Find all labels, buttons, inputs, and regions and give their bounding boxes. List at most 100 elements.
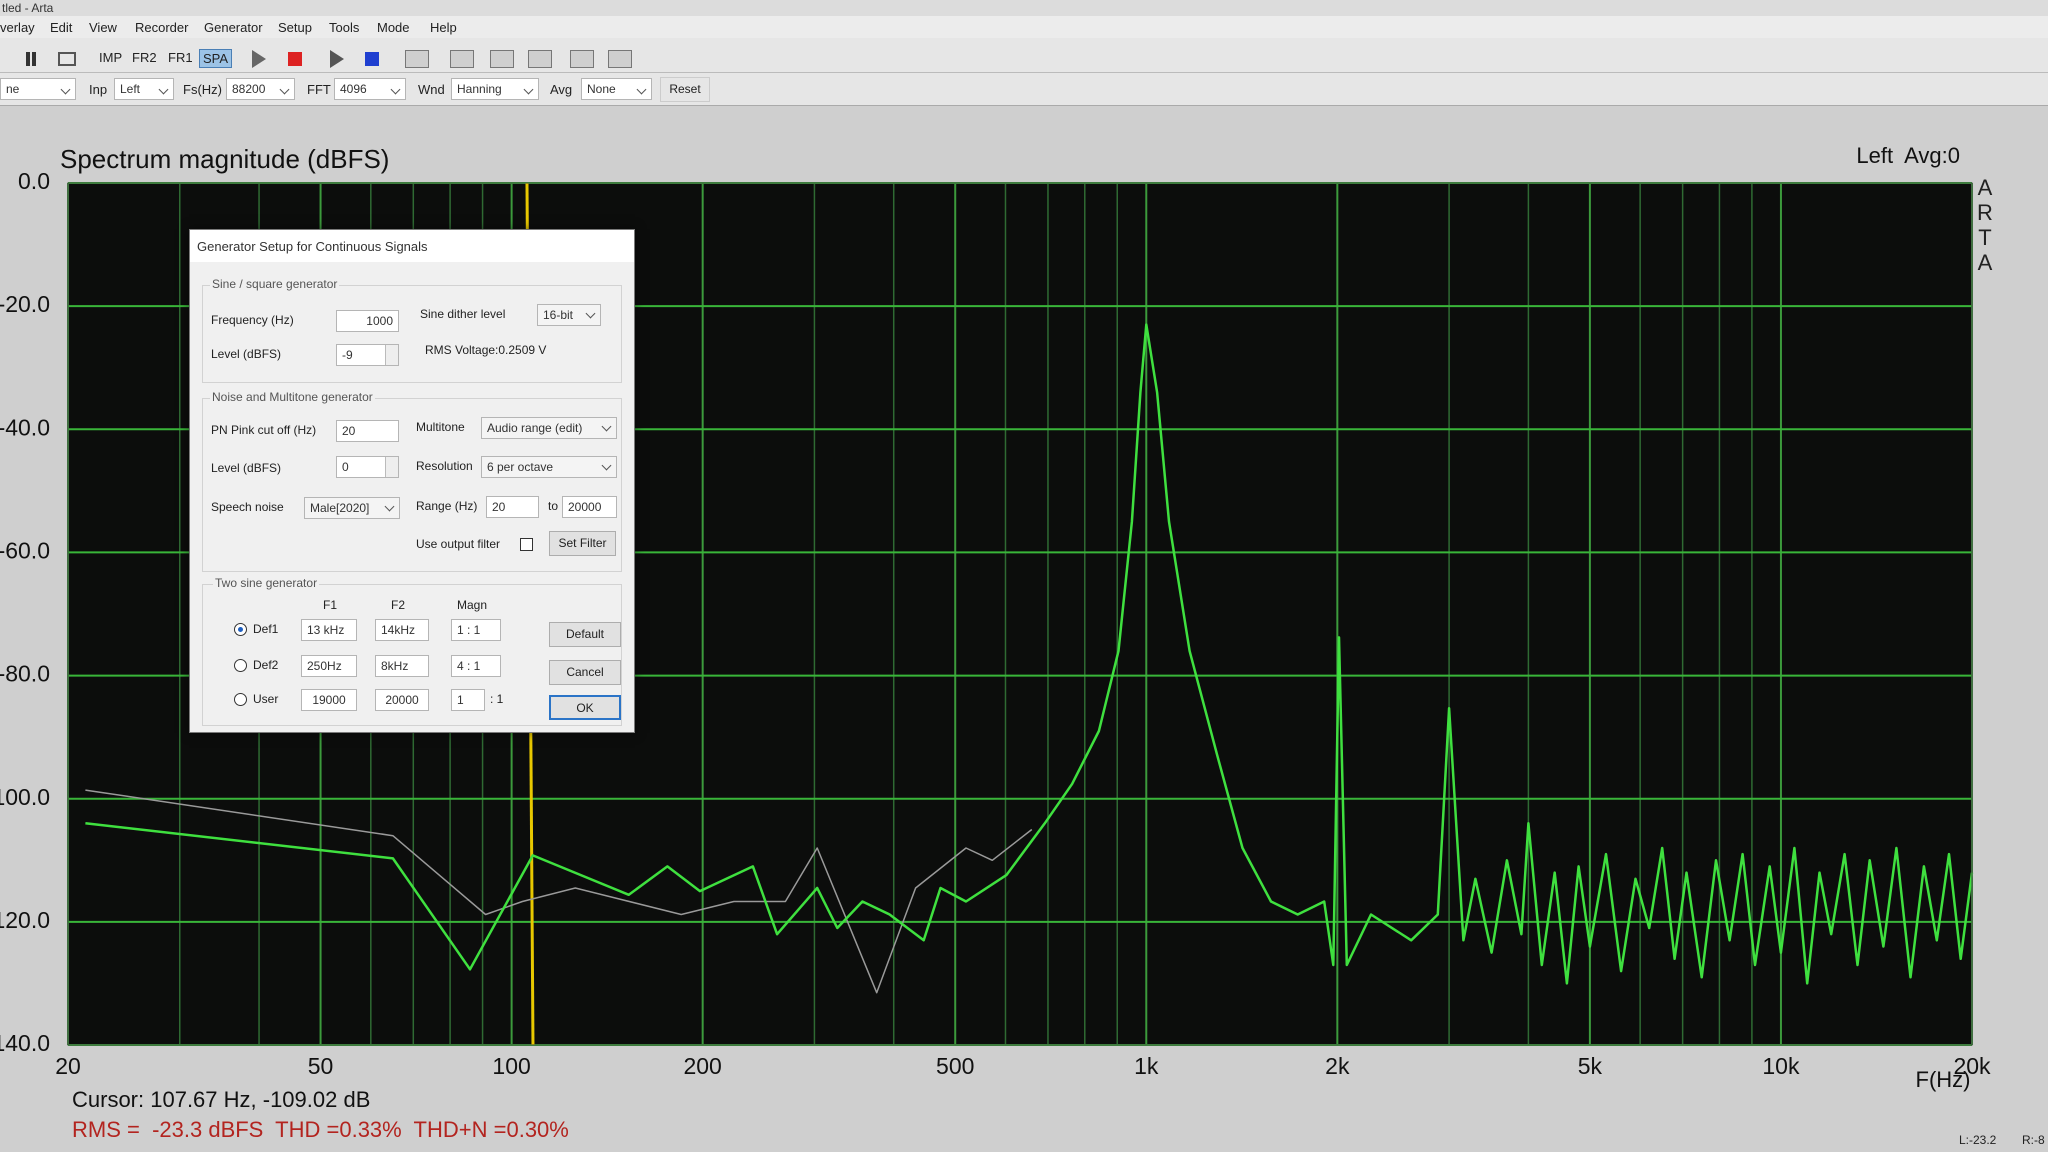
x-tick-label: 5k (1578, 1053, 1603, 1079)
toolbar-icon[interactable] (365, 52, 379, 66)
toolbar-icon[interactable] (608, 50, 632, 68)
combo-box[interactable]: Audio range (edit) (481, 417, 617, 439)
dialog-label: PN Pink cut off (Hz) (211, 423, 317, 437)
text-field[interactable]: 1 : 1 (451, 619, 501, 641)
toolbar-icon[interactable] (570, 50, 594, 68)
radio-button[interactable] (234, 693, 247, 706)
plot-frame (67, 182, 1973, 1046)
control-label: Inp (89, 82, 108, 97)
menu-item[interactable]: Recorder (135, 20, 189, 35)
control-label: Fs(Hz) (183, 82, 222, 97)
toolbar-button[interactable]: FR1 (168, 50, 193, 65)
cursor-readout: Cursor: 107.67 Hz, -109.02 dB (72, 1087, 370, 1112)
control-label: Avg (550, 82, 573, 97)
toolbar-icon[interactable] (288, 52, 302, 66)
y-tick-label: -120.0 (0, 907, 50, 933)
toolbar-button[interactable]: FR2 (132, 50, 157, 65)
watermark-letter: A (1978, 250, 1993, 275)
dialog-label: Resolution (416, 459, 473, 473)
text-field[interactable]: 13 kHz (301, 619, 357, 641)
y-tick-label: -60.0 (0, 538, 50, 564)
dialog-label: Use output filter (416, 537, 501, 551)
dialog-label: Level (dBFS) (211, 461, 282, 475)
x-tick-label: 500 (936, 1053, 974, 1079)
toolbar-icon[interactable] (490, 50, 514, 68)
menu-item[interactable]: Tools (329, 20, 360, 35)
dialog-label: Speech noise (211, 500, 284, 514)
control-label: FFT (307, 82, 331, 97)
x-tick-label: 10k (1762, 1053, 1800, 1079)
dialog-label: User (253, 692, 279, 706)
x-tick-label: 1k (1134, 1053, 1159, 1079)
reset-button[interactable]: Reset (660, 77, 710, 102)
text-field[interactable]: 14kHz (375, 619, 429, 641)
text-field[interactable]: 19000 (301, 689, 357, 711)
dialog-button[interactable]: OK (549, 695, 621, 720)
close-button[interactable] (604, 236, 622, 254)
combo-box[interactable]: 6 per octave (481, 456, 617, 478)
text-field[interactable]: 8kHz (375, 655, 429, 677)
dialog-label: Def1 (253, 622, 279, 636)
watermark-letter: A (1978, 175, 1993, 200)
spin-field[interactable]: -9 (336, 344, 399, 366)
toolbar-icon[interactable] (330, 50, 344, 68)
menu-item[interactable]: Generator (204, 20, 263, 35)
text-field[interactable]: 20000 (562, 496, 617, 518)
dialog-button[interactable]: Set Filter (549, 531, 616, 556)
dialog-button[interactable]: Cancel (549, 660, 621, 685)
column-header: Magn (456, 598, 488, 612)
toolbar-button[interactable]: IMP (99, 50, 123, 65)
combo-box[interactable]: Hanning (451, 78, 539, 100)
combo-box[interactable]: 16-bit (537, 304, 601, 326)
x-tick-label: 50 (308, 1053, 334, 1079)
toolbar-icon[interactable] (450, 50, 474, 68)
spin-buttons[interactable] (385, 457, 398, 477)
spectrum-line (85, 323, 1974, 985)
text-field[interactable]: 20000 (375, 689, 429, 711)
combo-box[interactable]: 88200 (226, 78, 295, 100)
y-tick-label: -20.0 (0, 291, 50, 317)
toolbar-icon[interactable] (58, 52, 76, 66)
text-field[interactable]: 4 : 1 (451, 655, 501, 677)
dialog-button[interactable]: Default (549, 622, 621, 647)
menu-item[interactable]: Setup (278, 20, 312, 35)
combo-box[interactable]: None (581, 78, 652, 100)
toolbar-icon[interactable] (26, 52, 36, 66)
dialog-label: Level (dBFS) (211, 347, 282, 361)
menu-item[interactable]: Help (430, 20, 457, 35)
combo-box[interactable]: Left (114, 78, 174, 100)
spin-buttons[interactable] (385, 345, 398, 365)
y-tick-label: -100.0 (0, 784, 50, 810)
left-level: L:-23.2 (1959, 1133, 1997, 1147)
spin-field[interactable]: 0 (336, 456, 399, 478)
menu-item[interactable]: View (89, 20, 117, 35)
group-frame (202, 285, 622, 383)
toolbar-icon[interactable] (528, 50, 552, 68)
toolbar-icon[interactable] (405, 50, 429, 68)
toolbar-icon[interactable] (252, 50, 266, 68)
x-tick-label: 20 (55, 1053, 81, 1079)
text-field[interactable]: 250Hz (301, 655, 357, 677)
menu-item[interactable]: verlay (0, 20, 35, 35)
toolbar-button[interactable]: SPA (199, 49, 233, 68)
combo-box[interactable]: 4096 (334, 78, 406, 100)
channel-info: Left Avg:0 (1856, 143, 1960, 168)
control-label: Wnd (418, 82, 445, 97)
column-header: F1 (322, 598, 337, 612)
text-field[interactable]: 20 (336, 420, 399, 442)
toolbar (0, 38, 2048, 73)
menu-item[interactable]: Mode (377, 20, 410, 35)
combo-box[interactable]: Male[2020] (304, 497, 400, 519)
radio-dot (238, 627, 243, 632)
checkbox[interactable] (520, 538, 533, 551)
dialog-titlebar (190, 230, 634, 262)
x-axis-label: F(Hz) (1916, 1067, 1971, 1092)
text-field[interactable]: 1000 (336, 310, 399, 332)
text-field[interactable]: 20 (486, 496, 539, 518)
spectrum-line (85, 789, 1033, 994)
text-field[interactable]: 1 (451, 689, 485, 711)
radio-button[interactable] (234, 659, 247, 672)
menu-item[interactable]: Edit (50, 20, 73, 35)
dialog-label: Noise and Multitone generator (210, 390, 375, 404)
combo-box[interactable]: ne (0, 78, 76, 100)
